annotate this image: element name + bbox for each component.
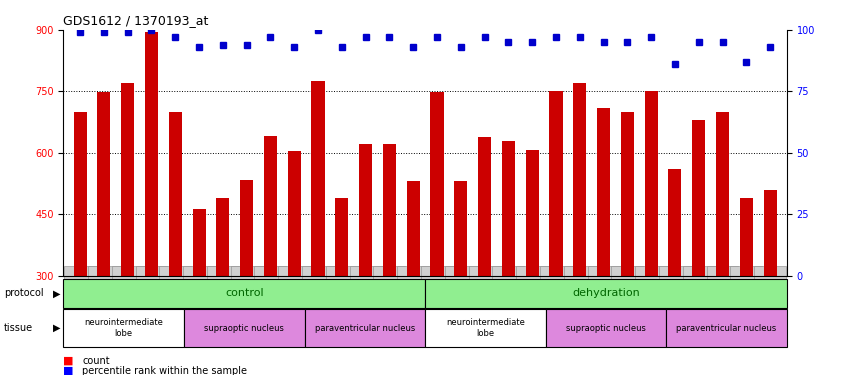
Bar bbox=[478, 137, 492, 276]
Text: ■: ■ bbox=[63, 356, 74, 366]
Bar bbox=[184, 309, 305, 347]
Bar bbox=[667, 309, 787, 347]
Text: GDS1612 / 1370193_at: GDS1612 / 1370193_at bbox=[63, 15, 209, 27]
Text: neurointermediate
lobe: neurointermediate lobe bbox=[85, 318, 163, 338]
Bar bbox=[217, 198, 229, 276]
Bar bbox=[574, 83, 586, 276]
Bar bbox=[193, 209, 206, 276]
Bar bbox=[407, 182, 420, 276]
Bar bbox=[549, 92, 563, 276]
Text: neurointermediate
lobe: neurointermediate lobe bbox=[446, 318, 525, 338]
Bar bbox=[240, 180, 253, 276]
Bar bbox=[97, 92, 111, 276]
Bar bbox=[425, 309, 546, 347]
Bar bbox=[288, 151, 301, 276]
Text: tissue: tissue bbox=[4, 323, 33, 333]
Text: ▶: ▶ bbox=[53, 288, 61, 298]
Text: ▶: ▶ bbox=[53, 323, 61, 333]
Text: percentile rank within the sample: percentile rank within the sample bbox=[82, 366, 247, 375]
Bar bbox=[668, 169, 682, 276]
Text: count: count bbox=[82, 356, 110, 366]
Bar bbox=[63, 309, 184, 347]
Bar bbox=[305, 309, 425, 347]
Bar bbox=[621, 112, 634, 276]
Bar bbox=[645, 92, 657, 276]
Bar bbox=[764, 190, 777, 276]
Text: control: control bbox=[225, 288, 264, 298]
Bar bbox=[425, 279, 787, 308]
Text: dehydration: dehydration bbox=[572, 288, 640, 298]
Bar bbox=[264, 136, 277, 276]
Text: supraoptic nucleus: supraoptic nucleus bbox=[566, 324, 645, 333]
Bar bbox=[692, 120, 706, 276]
Bar bbox=[335, 198, 349, 276]
Bar bbox=[739, 198, 753, 276]
Text: paraventricular nucleus: paraventricular nucleus bbox=[315, 324, 415, 333]
Text: paraventricular nucleus: paraventricular nucleus bbox=[677, 324, 777, 333]
Bar bbox=[311, 81, 325, 276]
Bar bbox=[63, 279, 425, 308]
Bar bbox=[502, 141, 515, 276]
Text: supraoptic nucleus: supraoptic nucleus bbox=[205, 324, 284, 333]
Bar bbox=[383, 144, 396, 276]
Bar bbox=[597, 108, 610, 276]
Text: protocol: protocol bbox=[4, 288, 44, 298]
Bar bbox=[359, 144, 372, 276]
Bar bbox=[121, 83, 135, 276]
Bar bbox=[525, 150, 539, 276]
Bar bbox=[546, 309, 667, 347]
Bar bbox=[145, 32, 158, 276]
Bar bbox=[454, 182, 467, 276]
Bar bbox=[431, 92, 443, 276]
Bar bbox=[74, 112, 86, 276]
Text: ■: ■ bbox=[63, 366, 74, 375]
Bar bbox=[168, 112, 182, 276]
Bar bbox=[716, 112, 729, 276]
